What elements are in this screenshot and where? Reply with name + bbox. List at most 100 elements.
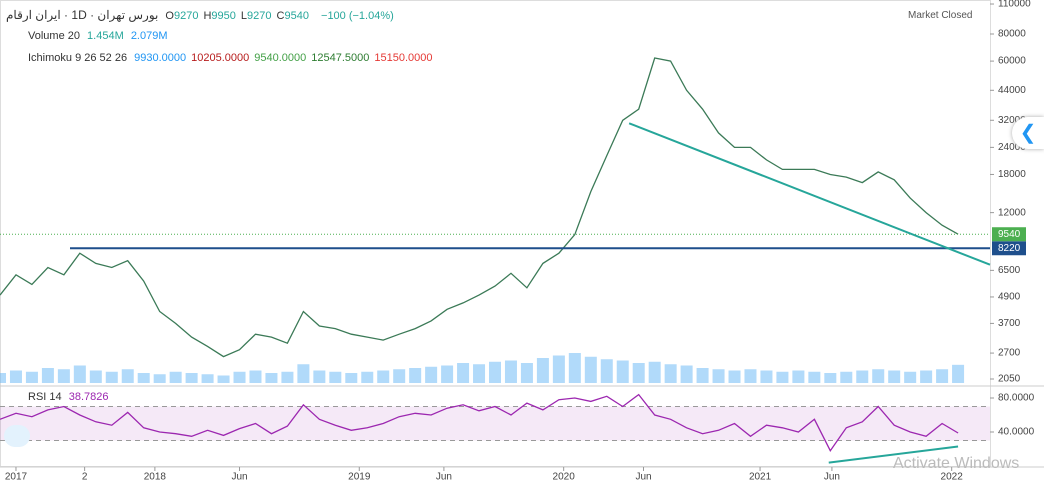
y-tick-label: 32000 xyxy=(998,115,1026,126)
volume-bar xyxy=(297,364,310,383)
volume-bar xyxy=(712,369,725,383)
y-tick-label: 80.0000 xyxy=(998,393,1035,404)
market-status: Market Closed xyxy=(908,10,973,21)
volume-bar xyxy=(329,371,342,383)
x-tick-label: Jun xyxy=(231,472,247,483)
volume-bar xyxy=(536,358,549,383)
volume-bar xyxy=(153,374,166,383)
volume-bar xyxy=(169,371,182,383)
y-tick-label: 40.0000 xyxy=(998,427,1035,438)
volume-title: Volume 20 xyxy=(28,30,80,42)
rsi-legend: RSI 14 38.7826 xyxy=(28,391,112,403)
y-tick-label: 4900 xyxy=(998,292,1021,303)
x-tick-label: 2017 xyxy=(5,472,28,483)
change: −100 (−1.04%) xyxy=(321,10,394,22)
x-tick-label: Jun xyxy=(824,472,840,483)
volume-bar xyxy=(409,368,422,383)
volume-bar xyxy=(73,365,86,383)
ichimoku-value: 10205.0000 xyxy=(191,52,250,64)
volume-bar xyxy=(473,364,486,383)
ohlc: O9270 H9950 L9270 C9540 xyxy=(165,10,314,22)
volume-bar xyxy=(728,370,741,383)
volume-bar xyxy=(632,363,645,383)
volume-bar xyxy=(105,371,118,383)
price-label: 9540 xyxy=(998,229,1021,240)
x-tick-label: 2021 xyxy=(749,472,772,483)
volume-bar xyxy=(489,361,501,383)
trendline xyxy=(628,122,991,266)
volume-bar xyxy=(57,369,70,383)
volume-bar xyxy=(0,373,6,383)
x-tick-label: 2018 xyxy=(144,472,167,483)
series-line xyxy=(0,393,959,452)
x-tick-label: 2019 xyxy=(348,472,371,483)
y-tick-label: 24000 xyxy=(998,142,1026,153)
y-tick-label: 2050 xyxy=(998,374,1021,385)
volume-bar xyxy=(41,368,54,383)
volume-bar xyxy=(281,371,294,383)
volume-bar xyxy=(25,371,38,383)
volume-bar xyxy=(840,371,853,383)
x-tick-label: 2022 xyxy=(941,472,964,483)
volume-bar xyxy=(393,369,406,383)
volume-legend: Volume 20 1.454M 2.079M xyxy=(28,30,172,42)
volume-bar xyxy=(377,370,390,383)
y-tick-label: 12000 xyxy=(998,207,1026,218)
volume-bar xyxy=(9,370,22,383)
volume-bar xyxy=(920,370,933,383)
volume-bar xyxy=(664,364,677,383)
ohlc-label: H xyxy=(203,10,212,22)
volume-bar xyxy=(345,373,358,383)
ohlc-value: 9270 xyxy=(173,10,199,22)
volume-bar xyxy=(600,359,613,383)
volume-bar xyxy=(792,370,805,383)
symbol-title: بورس تهران · 1D · ایران ارقام xyxy=(6,8,159,22)
volume-bar xyxy=(249,370,262,383)
ohlc-value: 9270 xyxy=(247,10,272,22)
volume-bar xyxy=(137,373,150,383)
volume-bar xyxy=(313,370,326,383)
plot-border xyxy=(0,0,991,467)
scroll-button[interactable]: ❮ xyxy=(1012,117,1044,149)
x-tick-label: Jun xyxy=(436,472,452,483)
volume-bar xyxy=(824,373,837,383)
ichimoku-value: 12547.5000 xyxy=(311,52,370,64)
watermark: Activate Windows xyxy=(893,455,1020,472)
volume-bar xyxy=(185,373,198,383)
x-tick-label: 2020 xyxy=(553,472,576,483)
volume-bar xyxy=(648,361,661,383)
volume-bar xyxy=(361,371,374,383)
volume-bar xyxy=(904,371,917,383)
series-line xyxy=(0,57,959,358)
ichimoku-legend: Ichimoku 9 26 52 26 9930.0000 10205.0000 9… xyxy=(28,52,438,64)
volume-bar xyxy=(584,356,597,383)
y-tick-label: 2700 xyxy=(998,348,1021,359)
volume-bar xyxy=(936,369,949,383)
ichimoku-value: 9930.0000 xyxy=(134,52,187,64)
volume-bar xyxy=(233,371,246,383)
trendline xyxy=(828,445,959,464)
ohlc-value: 9950 xyxy=(211,10,236,22)
y-tick-label: 110000 xyxy=(998,0,1031,10)
y-tick-label: 80000 xyxy=(998,29,1026,40)
x-tick-label: 2 xyxy=(82,472,88,483)
ichimoku-value: 15150.0000 xyxy=(374,52,433,64)
rsi-value: 38.7826 xyxy=(68,391,109,403)
volume-bar xyxy=(568,353,581,383)
logo xyxy=(4,425,30,447)
y-tick-label: 60000 xyxy=(998,56,1026,67)
ohlc-label: O xyxy=(165,10,174,22)
volume-bar xyxy=(744,369,757,383)
ohlc-label: C xyxy=(276,10,285,22)
volume-bar xyxy=(441,365,454,383)
volume-bar xyxy=(760,370,773,383)
volume-bar xyxy=(552,355,565,383)
volume-ma: 2.079M xyxy=(130,30,168,42)
volume-bar xyxy=(680,365,693,383)
volume-bar xyxy=(201,374,214,383)
y-tick-label: 18000 xyxy=(998,169,1026,180)
volume-bar xyxy=(520,363,533,383)
volume-bar xyxy=(888,370,901,383)
ichimoku-title: Ichimoku 9 26 52 26 xyxy=(28,52,128,64)
